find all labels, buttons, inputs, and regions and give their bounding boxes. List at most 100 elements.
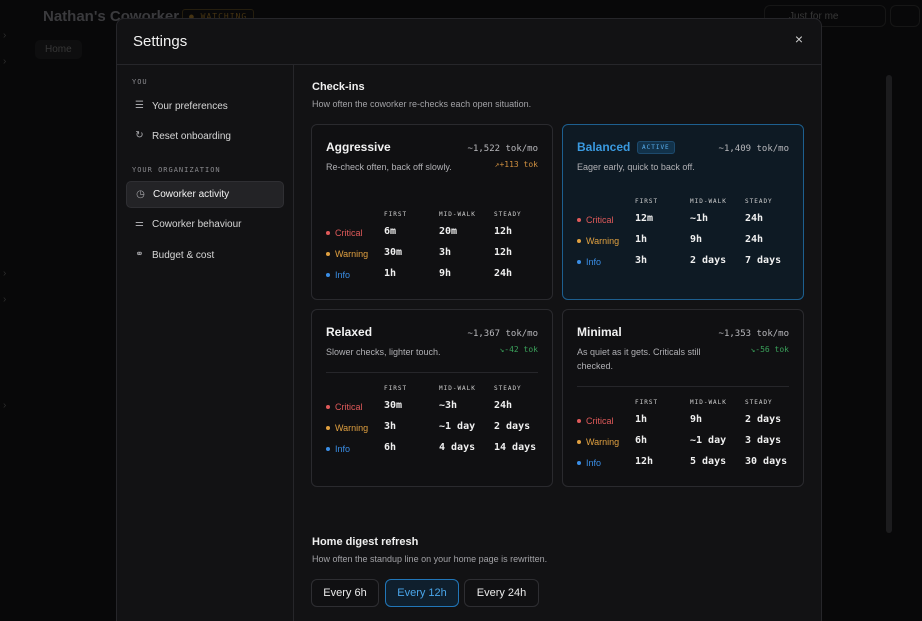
interval-value: 4 days [439, 442, 476, 453]
level-label: Critical [326, 228, 363, 238]
card-description: As quiet as it gets. Criticals still che… [577, 347, 701, 371]
column-header: MID-WALK [439, 385, 476, 392]
interval-value: 6m [384, 226, 397, 237]
level-label: Critical [326, 402, 363, 412]
chevron-right-icon: › [3, 294, 7, 305]
interval-value: 2 days [690, 255, 727, 266]
column-header: FIRST [635, 399, 659, 406]
level-text: Warning [586, 236, 620, 246]
level-dot-icon [326, 405, 330, 409]
sidebar-item-coworker-behaviour[interactable]: ⚌ Coworker behaviour [126, 211, 284, 238]
close-icon[interactable]: × [794, 31, 804, 47]
checkins-subtitle: How often the coworker re-checks each op… [312, 99, 532, 109]
toolbar-button[interactable] [890, 5, 920, 27]
token-estimate: ~1,522 tok/mo [467, 144, 538, 154]
level-dot-icon [577, 239, 581, 243]
sidebar-item-label: Budget & cost [152, 250, 215, 261]
level-text: Critical [335, 228, 363, 238]
level-label: Info [326, 270, 350, 280]
checkin-card-balanced[interactable]: Balanced ACTIVE ~1,409 tok/mo Eager early, … [562, 124, 804, 300]
digest-option-6h[interactable]: Every 6h [311, 579, 379, 607]
level-text: Warning [335, 423, 369, 433]
checkin-card-aggressive[interactable]: Aggressive ~1,522 tok/mo ↗+113 tok Re-check… [311, 124, 553, 300]
section-label-org: YOUR ORGANIZATION [132, 166, 221, 174]
card-divider [326, 372, 538, 373]
link-icon: ⚭ [135, 249, 144, 260]
level-text: Info [586, 257, 602, 267]
section-label-you: YOU [132, 78, 148, 86]
digest-option-12h[interactable]: Every 12h [385, 579, 459, 607]
token-estimate: ~1,409 tok/mo [718, 144, 789, 154]
checkins-title: Check-ins [312, 81, 365, 93]
digest-title: Home digest refresh [312, 536, 419, 548]
sidebar-item-budget-cost[interactable]: ⚭ Budget & cost [126, 242, 284, 269]
column-header: MID-WALK [690, 399, 727, 406]
scrollbar[interactable] [886, 75, 892, 533]
interval-value: 12h [635, 456, 654, 467]
modal-title: Settings [133, 33, 188, 50]
interval-value: ~1h [690, 213, 709, 224]
sidebar-item-label: Reset onboarding [152, 131, 231, 142]
interval-value: 24h [745, 234, 764, 245]
card-description: Slower checks, lighter touch. [326, 347, 441, 357]
interval-value: 30 days [745, 456, 788, 467]
filter-select[interactable]: Just for me [764, 5, 886, 27]
interval-value: 30m [384, 247, 403, 258]
interval-value: 6h [384, 442, 397, 453]
sidebar-item-preferences[interactable]: ☰ Your preferences [126, 93, 284, 120]
column-header: STEADY [494, 211, 522, 218]
chevron-right-icon: › [3, 56, 7, 67]
checkin-card-minimal[interactable]: Minimal ~1,353 tok/mo ↘-56 tok As quiet as … [562, 309, 804, 487]
interval-value: 9h [690, 234, 703, 245]
interval-value: 3h [439, 247, 452, 258]
interval-value: 7 days [745, 255, 782, 266]
interval-value: 2 days [494, 421, 531, 432]
interval-value: 6h [635, 435, 648, 446]
column-header: MID-WALK [439, 211, 476, 218]
settings-modal: Settings × YOU ☰ Your preferences ↻ Rese… [116, 18, 822, 621]
checkin-card-relaxed[interactable]: Relaxed ~1,367 tok/mo ↘-42 tok Slower check… [311, 309, 553, 487]
token-estimate: ~1,367 tok/mo [467, 329, 538, 339]
level-label: Info [326, 444, 350, 454]
interval-value: 1h [635, 414, 648, 425]
column-header: FIRST [384, 211, 408, 218]
level-dot-icon [326, 273, 330, 277]
interval-value: 20m [439, 226, 458, 237]
active-badge: ACTIVE [637, 141, 675, 154]
level-label: Critical [577, 416, 614, 426]
column-header: MID-WALK [690, 198, 727, 205]
token-delta: ↘-56 tok [750, 345, 789, 354]
level-text: Critical [335, 402, 363, 412]
behaviour-icon: ⚌ [135, 218, 144, 229]
interval-value: 12m [635, 213, 654, 224]
level-dot-icon [326, 231, 330, 235]
interval-value: 30m [384, 400, 403, 411]
card-name: Minimal [577, 325, 622, 339]
level-dot-icon [577, 218, 581, 222]
digest-subtitle: How often the standup line on your home … [312, 554, 548, 564]
sidebar-item-coworker-activity[interactable]: ◷ Coworker activity [126, 181, 284, 208]
column-header: STEADY [745, 399, 773, 406]
column-header: FIRST [635, 198, 659, 205]
card-name: Relaxed [326, 325, 373, 339]
sidebar-item-label: Your preferences [152, 101, 228, 112]
digest-option-24h[interactable]: Every 24h [464, 579, 539, 607]
interval-value: ~3h [439, 400, 458, 411]
level-label: Critical [577, 215, 614, 225]
column-header: STEADY [494, 385, 522, 392]
card-divider [577, 386, 789, 387]
home-tab[interactable]: Home [35, 40, 82, 59]
interval-value: 9h [439, 268, 452, 279]
sidebar-item-reset-onboarding[interactable]: ↻ Reset onboarding [126, 123, 284, 150]
interval-value: ~1 day [690, 435, 727, 446]
level-label: Warning [326, 249, 368, 259]
level-label: Info [577, 257, 601, 267]
card-name: Balanced [577, 140, 631, 154]
interval-value: 3 days [745, 435, 782, 446]
interval-value: 9h [690, 414, 703, 425]
level-dot-icon [326, 447, 330, 451]
token-estimate: ~1,353 tok/mo [718, 329, 789, 339]
modal-header: Settings × [117, 19, 821, 65]
card-description: Re-check often, back off slowly. [326, 162, 452, 172]
column-header: STEADY [745, 198, 773, 205]
